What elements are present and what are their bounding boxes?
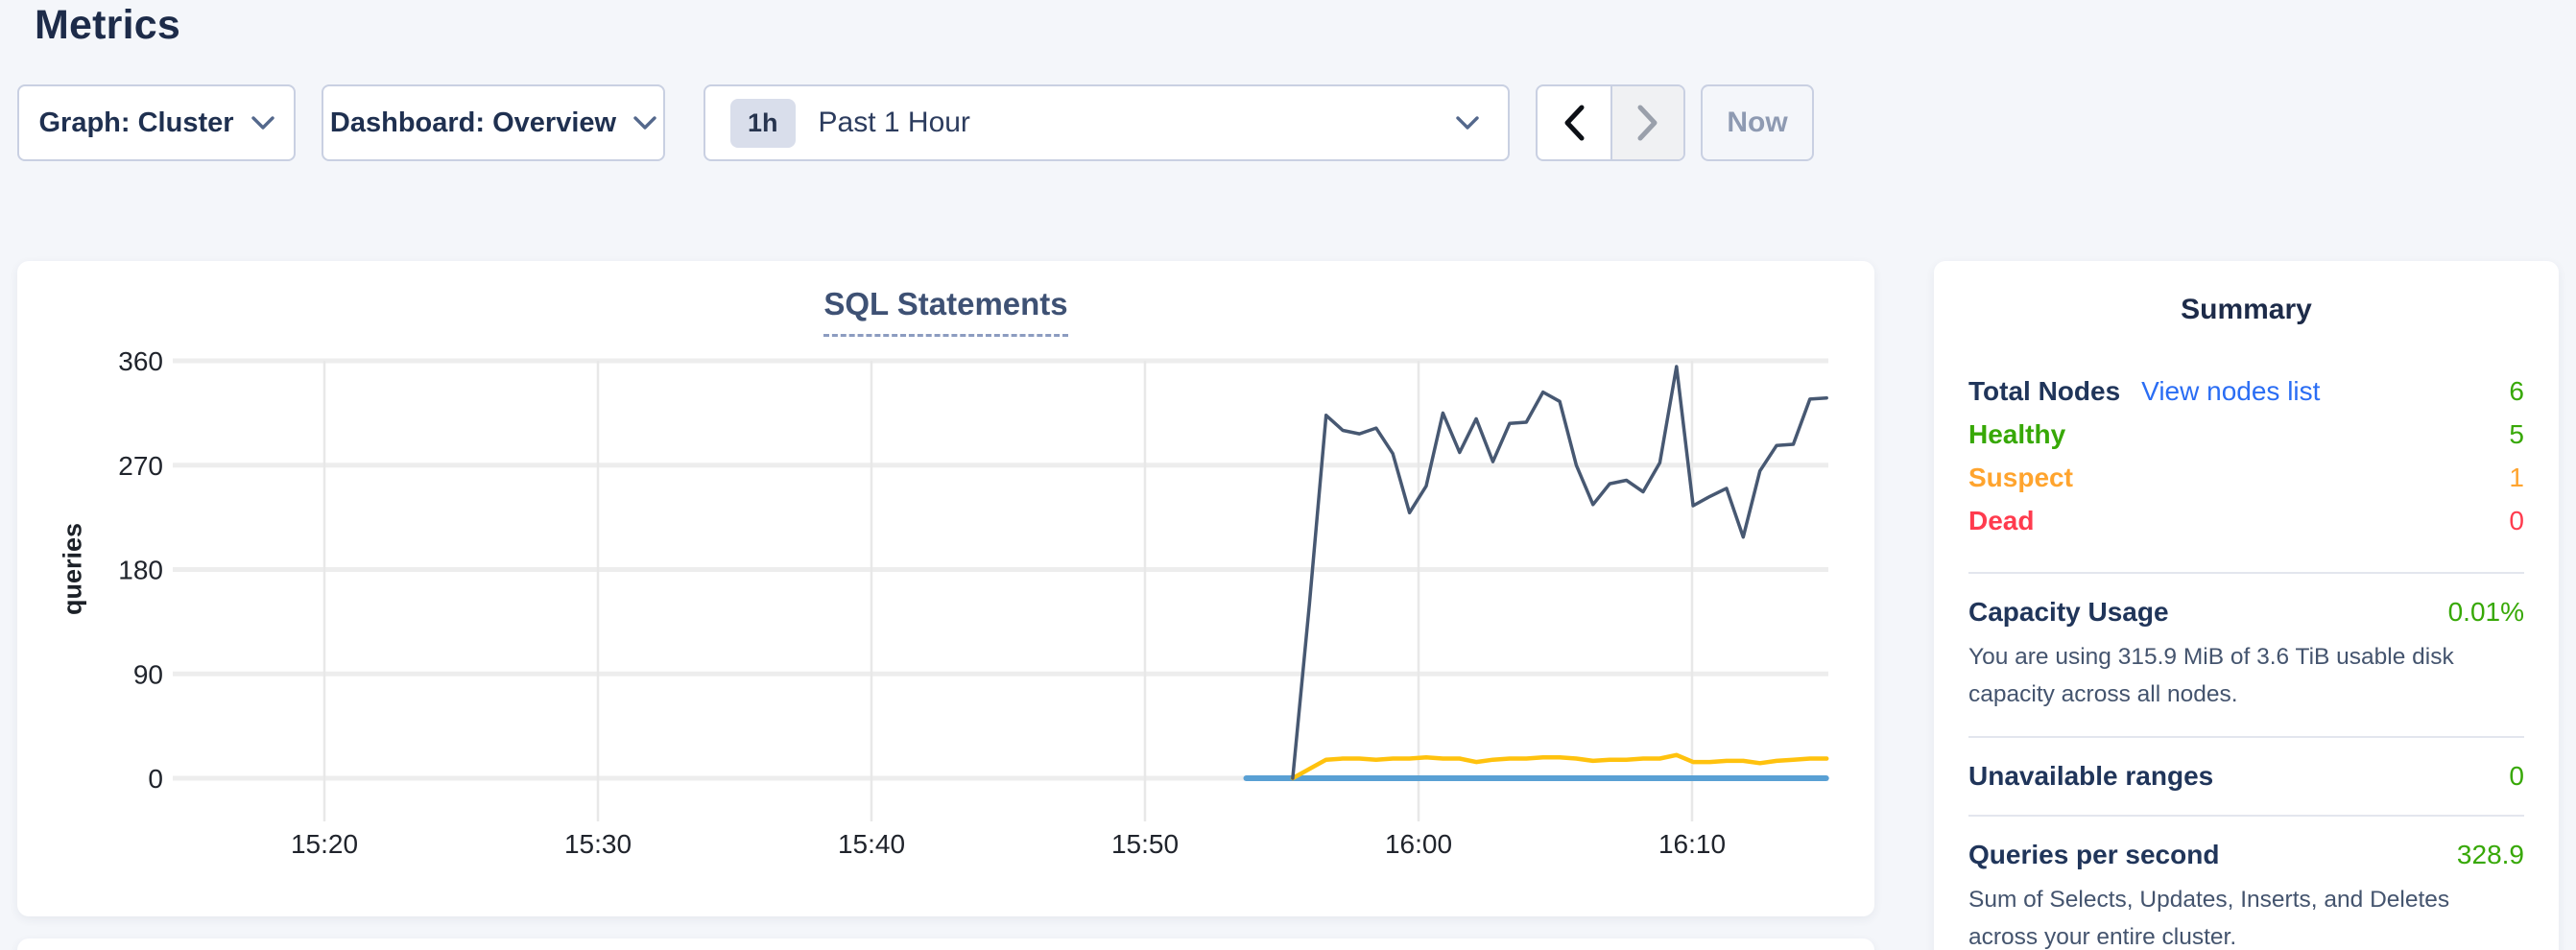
next-chart-card (17, 938, 1874, 950)
queries-per-second-value: 328.9 (2456, 840, 2524, 870)
dead-nodes-value: 0 (2509, 506, 2524, 535)
x-tick-label: 16:00 (1385, 829, 1452, 859)
queries-per-second-label: Queries per second (1968, 840, 2220, 870)
suspect-nodes-label: Suspect (1968, 463, 2073, 492)
chart-title[interactable]: SQL Statements (823, 286, 1068, 337)
divider (1968, 815, 2524, 818)
suspect-nodes-row: Suspect 1 (1968, 463, 2524, 506)
graph-dropdown-label: Graph: Cluster (38, 107, 234, 138)
chart-series-2 (1290, 752, 1829, 781)
chevron-left-icon (1564, 105, 1585, 141)
x-tick-label: 16:10 (1658, 829, 1726, 859)
page-title: Metrics (35, 2, 180, 48)
unavailable-ranges-label: Unavailable ranges (1968, 761, 2214, 792)
chevron-down-icon (633, 115, 656, 130)
capacity-usage-value: 0.01% (2447, 597, 2524, 627)
y-tick-label: 180 (118, 556, 163, 585)
capacity-usage-label: Capacity Usage (1968, 597, 2169, 627)
dashboard-dropdown[interactable]: Dashboard: Overview (322, 84, 665, 161)
sql-statements-chart-card: 0 90 180 270 360 15:20 15:30 15:40 15:50 16:00 16:… (17, 261, 1874, 916)
y-tick-label: 90 (133, 659, 163, 689)
divider (1968, 736, 2524, 739)
previous-timespan-button[interactable] (1538, 86, 1610, 159)
now-button-label: Now (1727, 107, 1788, 138)
healthy-nodes-row: Healthy 5 (1968, 419, 2524, 463)
time-shift-group (1536, 84, 1685, 161)
chevron-down-icon (250, 115, 274, 130)
dashboard-dropdown-label: Dashboard: Overview (329, 107, 617, 138)
summary-title: Summary (2181, 294, 2312, 325)
sql-statements-plot[interactable]: 0 90 180 270 360 15:20 15:30 15:40 15:50 16:00 16:… (17, 261, 1874, 916)
queries-per-second-description: Sum of Selects, Updates, Inserts, and De… (1968, 887, 2450, 950)
summary-panel: Summary Total Nodes View nodes list 6 He… (1934, 261, 2559, 950)
x-tick-label: 15:20 (291, 829, 358, 859)
healthy-nodes-label: Healthy (1968, 419, 2066, 449)
y-axis-label: queries (58, 522, 87, 616)
graph-dropdown[interactable]: Graph: Cluster (17, 84, 296, 161)
x-tick-label: 15:40 (838, 829, 905, 859)
view-nodes-list-link[interactable]: View nodes list (2141, 376, 2321, 406)
time-range-dropdown[interactable]: 1h Past 1 Hour (704, 84, 1510, 161)
y-tick-label: 360 (118, 346, 163, 376)
time-range-label: Past 1 Hour (818, 107, 970, 138)
x-tick-label: 15:50 (1111, 829, 1179, 859)
total-nodes-value: 6 (2509, 376, 2524, 406)
y-tick-label: 270 (118, 451, 163, 481)
dead-nodes-label: Dead (1968, 506, 2035, 535)
suspect-nodes-value: 1 (2509, 463, 2524, 492)
divider (1968, 572, 2524, 574)
unavailable-ranges-value: 0 (2509, 761, 2524, 792)
x-tick-label: 15:30 (564, 829, 632, 859)
chart-series-1 (1291, 365, 1828, 780)
next-timespan-button[interactable] (1610, 86, 1683, 159)
chevron-down-icon (1456, 115, 1479, 130)
node-status-list: Total Nodes View nodes list 6 Healthy 5 … (1968, 376, 2524, 549)
total-nodes-row: Total Nodes View nodes list 6 (1968, 376, 2524, 419)
queries-per-second-stat: Queries per second 328.9 Sum of Selects,… (1968, 840, 2524, 950)
chevron-right-icon (1637, 105, 1658, 141)
now-button[interactable]: Now (1701, 84, 1814, 161)
time-range-badge: 1h (730, 98, 796, 148)
capacity-usage-description: You are using 315.9 MiB of 3.6 TiB usabl… (1968, 644, 2454, 707)
capacity-usage-stat: Capacity Usage 0.01% You are using 315.9… (1968, 597, 2524, 713)
healthy-nodes-value: 5 (2509, 419, 2524, 449)
total-nodes-label: Total Nodes (1968, 376, 2121, 406)
unavailable-ranges-stat: Unavailable ranges 0 (1968, 761, 2524, 792)
dead-nodes-row: Dead 0 (1968, 506, 2524, 549)
y-tick-label: 0 (148, 764, 163, 794)
